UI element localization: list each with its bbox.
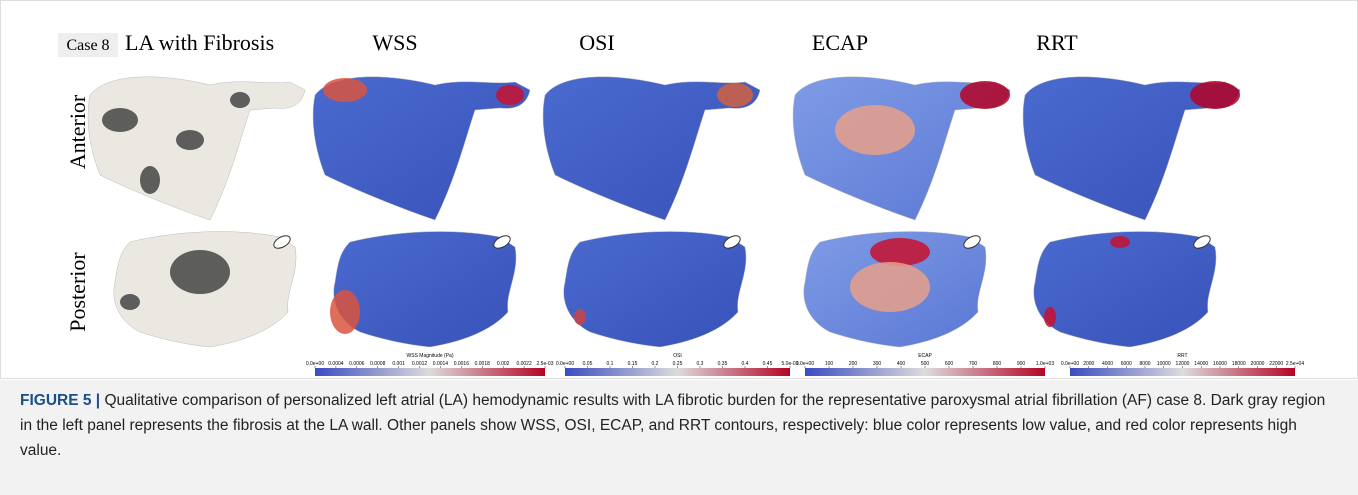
surface-region	[176, 130, 204, 150]
surface-region	[717, 83, 753, 107]
atrium-surface	[564, 232, 746, 347]
column-header: ECAP	[812, 30, 868, 55]
surface-region	[960, 81, 1010, 109]
case-label: Case 8	[66, 37, 109, 54]
caption-text: Qualitative comparison of personalized l…	[20, 392, 1325, 459]
colorbar-title: RRT	[1177, 353, 1187, 359]
surface-region	[1044, 307, 1056, 327]
surface-region	[330, 290, 360, 334]
surface-region	[170, 250, 230, 294]
surface-region	[1190, 81, 1240, 109]
surface-region	[323, 78, 367, 102]
colorbar	[565, 368, 790, 376]
atrium-surface	[1034, 232, 1216, 347]
posterior-rendering	[1034, 232, 1216, 347]
surface-region	[1110, 236, 1130, 248]
row-label: Anterior	[65, 94, 90, 169]
surface-region	[140, 166, 160, 194]
posterior-rendering	[804, 232, 986, 347]
surface-region	[850, 262, 930, 312]
colorbar	[1070, 368, 1295, 376]
surface-region	[230, 92, 250, 108]
surface-region	[120, 294, 140, 310]
row-label: Posterior	[65, 252, 90, 332]
anterior-rendering	[88, 77, 305, 220]
colorbar	[805, 368, 1045, 376]
column-header: RRT	[1036, 30, 1078, 55]
caption: FIGURE 5 | Qualitative comparison of per…	[0, 380, 1358, 495]
page: Case 8 LA with Fibrosis WSS OSI ECAP RRT Ante…	[0, 0, 1358, 495]
column-header: WSS	[372, 30, 417, 55]
surface-region	[835, 105, 915, 155]
column-header: OSI	[579, 30, 614, 55]
colorbar-title: WSS Magnitude (Pa)	[407, 353, 454, 359]
posterior-rendering	[564, 232, 746, 347]
figure: Case 8 LA with Fibrosis WSS OSI ECAP RRT Ante…	[0, 0, 1358, 380]
column-header: LA with Fibrosis	[125, 30, 274, 55]
surface-region	[870, 238, 930, 266]
anterior-rendering	[313, 77, 530, 220]
anterior-rendering	[793, 77, 1010, 220]
surface-region	[102, 108, 138, 132]
posterior-rendering	[330, 232, 516, 347]
colorbar	[315, 368, 545, 376]
caption-label: FIGURE 5 |	[20, 392, 100, 409]
renderings	[88, 77, 1240, 347]
atrium-surface	[334, 232, 516, 347]
anterior-rendering	[1023, 77, 1240, 220]
posterior-rendering	[114, 232, 296, 347]
surface-region	[574, 309, 586, 325]
colorbar-title: ECAP	[918, 353, 932, 359]
colorbar-title: OSI	[673, 353, 682, 359]
surface-region	[496, 85, 524, 105]
anterior-rendering	[543, 77, 760, 220]
